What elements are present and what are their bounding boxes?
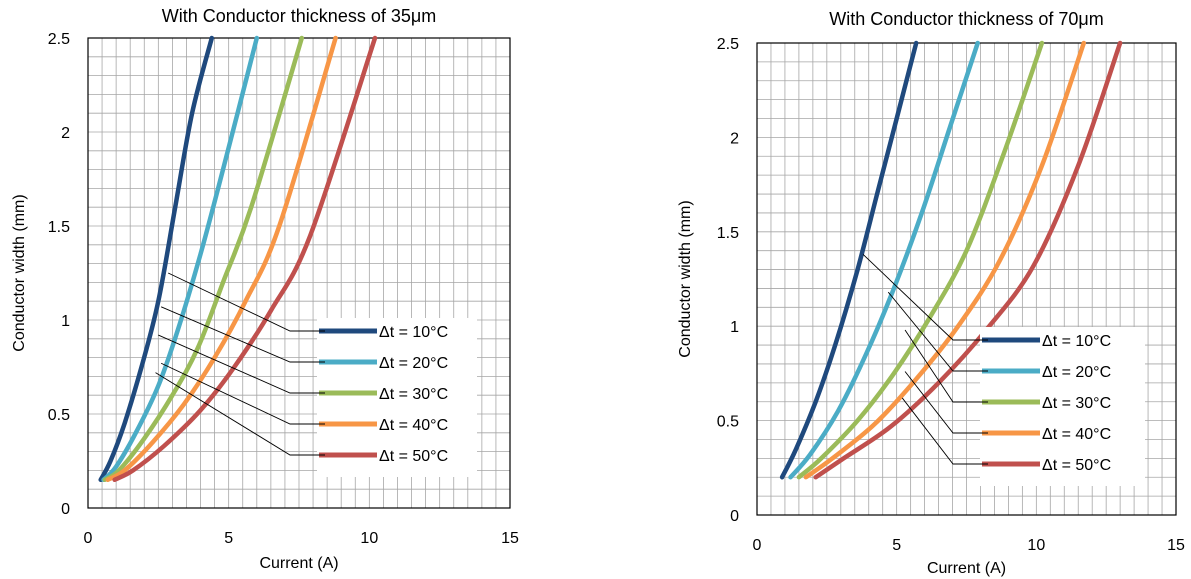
x-tick-label: 10: [360, 530, 378, 547]
series-line-2: [101, 35, 260, 483]
series-line-3: [102, 35, 305, 483]
y-tick-label: 0: [730, 508, 739, 525]
chart-2: With Conductor thickness of 70μm 0 5 10 15 0 0…: [677, 9, 1185, 577]
series-lines: [98, 35, 378, 483]
leader-line-3: [158, 334, 325, 394]
y-axis-label: Conductor width (mm): [11, 194, 28, 351]
legend-background: [980, 327, 1145, 486]
legend: Δt = 10°C Δt = 20°C Δt = 30°C Δt = 40°C Δt =…: [980, 327, 1145, 486]
legend-label-1: Δt = 10°C: [379, 324, 448, 341]
x-tick-label: 5: [224, 530, 233, 547]
chart-title: With Conductor thickness of 70μm: [829, 9, 1103, 29]
y-tick-label: 0.5: [48, 407, 70, 424]
y-axis-label: Conductor width (mm): [677, 200, 694, 357]
legend-label-2: Δt = 20°C: [1042, 364, 1111, 381]
series-line-4: [105, 35, 338, 483]
series-line-2: [788, 40, 980, 480]
legend-label-5: Δt = 50°C: [1042, 457, 1111, 474]
leader-line-5: [155, 372, 325, 456]
series-line-1: [779, 40, 919, 480]
legend: Δt = 10°C Δt = 20°C Δt = 30°C Δt = 40°C Δt =…: [317, 318, 477, 477]
x-tick-label: 15: [1167, 537, 1185, 554]
plot-area-border: [756, 42, 1177, 516]
y-tick-label: 2: [730, 130, 739, 147]
y-tick-label: 2: [61, 125, 70, 142]
x-tick-label: 0: [84, 530, 93, 547]
leader-lines: [862, 254, 988, 465]
y-tick-label: 1: [61, 313, 70, 330]
y-tick-label: 0.5: [717, 414, 739, 431]
leader-line-5: [901, 397, 988, 465]
y-tick-label: 1.5: [48, 219, 70, 236]
chart-1: With Conductor thickness of 35μm 0 5 10 15 0 0…: [11, 6, 519, 572]
leader-line-2: [160, 306, 325, 363]
legend-label-4: Δt = 40°C: [1042, 426, 1111, 443]
y-tick-label: 1: [730, 319, 739, 336]
chart-title: With Conductor thickness of 35μm: [162, 6, 436, 26]
legend-label-4: Δt = 40°C: [379, 417, 448, 434]
plot-area-border: [87, 37, 511, 509]
legend-label-5: Δt = 50°C: [379, 448, 448, 465]
x-axis-label: Current (A): [927, 560, 1006, 577]
x-tick-label: 5: [892, 537, 901, 554]
legend-label-2: Δt = 20°C: [379, 355, 448, 372]
leader-line-1: [862, 254, 988, 341]
leader-lines: [155, 272, 325, 456]
x-tick-label: 0: [753, 537, 762, 554]
y-tick-label: 2.5: [48, 31, 70, 48]
y-tick-label: 2.5: [717, 36, 739, 53]
leader-line-4: [160, 362, 325, 425]
leader-line-4: [904, 371, 988, 434]
x-axis-label: Current (A): [259, 555, 338, 572]
x-tick-label: 15: [501, 530, 519, 547]
legend-label-1: Δt = 10°C: [1042, 333, 1111, 350]
series-line-3: [796, 40, 1045, 480]
series-line-4: [803, 40, 1087, 480]
leader-line-1: [167, 272, 325, 332]
legend-label-3: Δt = 30°C: [379, 386, 448, 403]
series-line-5: [112, 35, 378, 483]
x-tick-label: 10: [1027, 537, 1045, 554]
y-tick-label: 1.5: [717, 225, 739, 242]
leader-line-2: [887, 291, 988, 372]
legend-background: [317, 318, 477, 477]
y-tick-label: 0: [61, 501, 70, 518]
leader-line-3: [904, 329, 988, 403]
legend-label-3: Δt = 30°C: [1042, 395, 1111, 412]
series-line-1: [98, 35, 215, 483]
